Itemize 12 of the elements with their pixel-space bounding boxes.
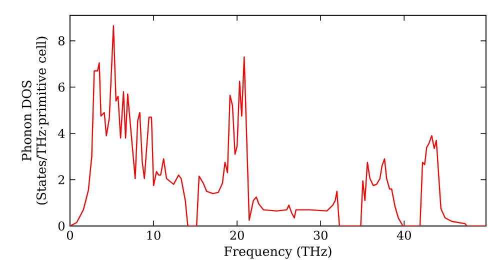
x-axis-title: Frequency (THz) — [224, 246, 332, 259]
y-tick-label: 4 — [58, 128, 65, 138]
y-tick-label: 2 — [58, 175, 64, 184]
x-tick-label: 30 — [314, 230, 328, 240]
y-axis-title: Phonon DOS (States/THz·primitive cell) — [22, 36, 48, 205]
x-tick-label: 0 — [66, 230, 74, 240]
x-tick-label: 10 — [147, 230, 160, 240]
y-tick-label: 8 — [58, 36, 64, 46]
x-tick-label: 40 — [396, 230, 411, 240]
y-tick-label: 0 — [58, 221, 64, 231]
y-tick-label: 6 — [58, 82, 65, 92]
x-tick-label: 20 — [230, 230, 244, 240]
